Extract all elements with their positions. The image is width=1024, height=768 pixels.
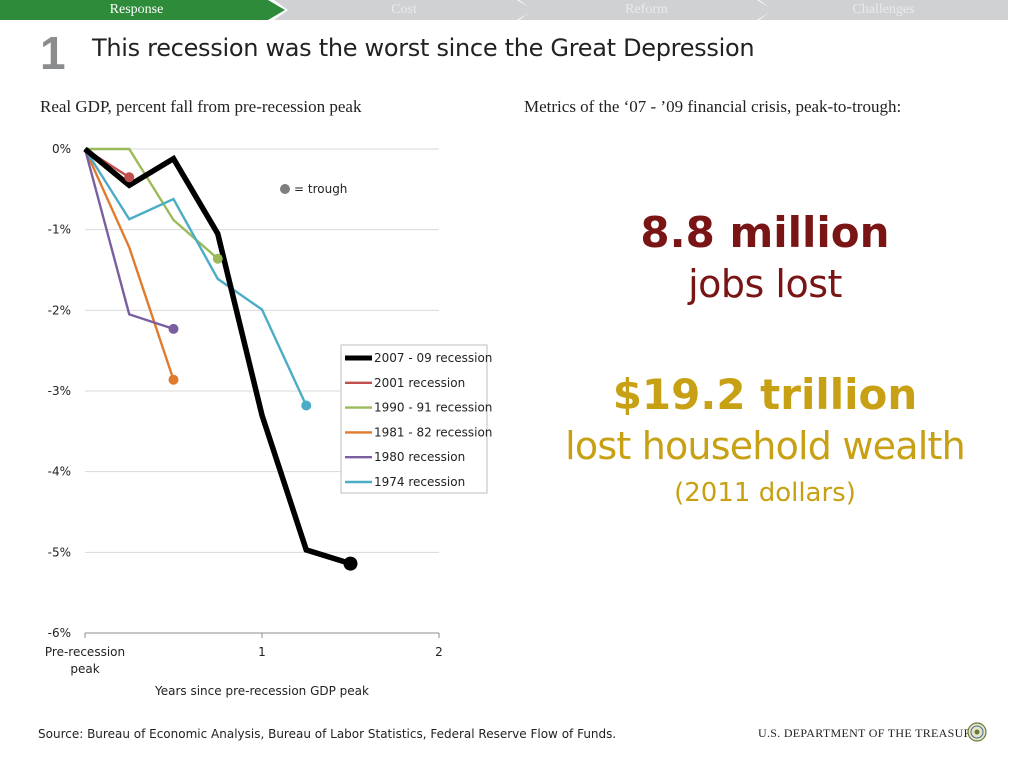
legend-label: 2007 - 09 recession	[374, 351, 492, 365]
series-line	[83, 146, 352, 567]
chart-axes: 0% -1% -2% -3% -4% -5% -6% Pre-recession peak 1 2	[45, 142, 443, 676]
nav-tab-cost[interactable]: Cost	[274, 0, 534, 20]
wealth-lost-value: $19.2 trillion	[612, 370, 918, 419]
chart-series	[83, 146, 352, 567]
nav-tab-label: Reform	[625, 2, 668, 17]
treasury-seal-icon	[967, 722, 987, 742]
trough-note-dot	[280, 184, 290, 194]
y-tick-label: -4%	[48, 465, 71, 479]
series-line	[83, 148, 308, 407]
jobs-lost-label: jobs lost	[688, 262, 842, 306]
y-tick-label: -6%	[48, 626, 71, 640]
trough-point	[212, 253, 223, 264]
legend-label: 1990 - 91 recession	[374, 401, 492, 415]
jobs-lost-value: 8.8 million	[640, 208, 890, 257]
trough-note-text: = trough	[294, 182, 347, 196]
source-note: Source: Bureau of Economic Analysis, Bur…	[38, 727, 617, 741]
legend-label: 1980 recession	[374, 450, 465, 464]
y-tick-label: -3%	[48, 384, 71, 398]
nav-tab-response[interactable]: Response	[0, 0, 285, 20]
trough-note: = trough	[280, 182, 347, 196]
x-tick-label: Pre-recession	[45, 645, 125, 659]
wealth-lost-note: (2011 dollars)	[674, 478, 856, 508]
legend-box	[340, 344, 488, 494]
section-nav: Response Cost Reform Challenges	[0, 0, 1008, 20]
y-tick-label: 0%	[52, 142, 71, 156]
series-line	[83, 148, 175, 381]
chart-legend: 2007 - 09 recession 2001 recession 1990 - …	[340, 344, 492, 494]
nav-tab-label: Challenges	[852, 2, 915, 17]
trough-point	[124, 172, 135, 183]
wealth-lost-label: lost household wealth	[565, 424, 966, 468]
trough-point	[343, 556, 358, 571]
legend-label: 1974 recession	[374, 475, 465, 489]
nav-tab-label: Response	[109, 2, 164, 17]
chart-trough-markers	[124, 172, 358, 571]
trough-point	[168, 374, 179, 385]
legend-label: 2001 recession	[374, 376, 465, 390]
trough-point	[301, 400, 312, 411]
y-tick-label: -1%	[48, 223, 71, 237]
nav-tab-label: Cost	[391, 2, 417, 17]
slide-number: 1	[40, 27, 66, 79]
series-line	[83, 148, 174, 331]
y-tick-label: -2%	[48, 303, 71, 317]
nav-tab-reform[interactable]: Reform	[519, 0, 774, 20]
agency-name: U.S. DEPARTMENT OF THE TREASURY	[758, 726, 981, 740]
slide-title: This recession was the worst since the G…	[92, 34, 755, 62]
trough-point	[168, 323, 179, 334]
nav-tab-challenges[interactable]: Challenges	[759, 0, 1008, 20]
x-tick-label: 1	[258, 645, 266, 659]
y-tick-label: -5%	[48, 545, 71, 559]
x-tick-label: peak	[70, 662, 99, 676]
metrics-title: Metrics of the ‘07 - ’09 financial crisi…	[524, 97, 902, 116]
x-tick-label: 2	[435, 645, 443, 659]
x-axis-label: Years since pre-recession GDP peak	[154, 684, 369, 698]
legend-label: 1981 - 82 recession	[374, 425, 492, 439]
chart-title: Real GDP, percent fall from pre-recessio…	[40, 97, 362, 116]
